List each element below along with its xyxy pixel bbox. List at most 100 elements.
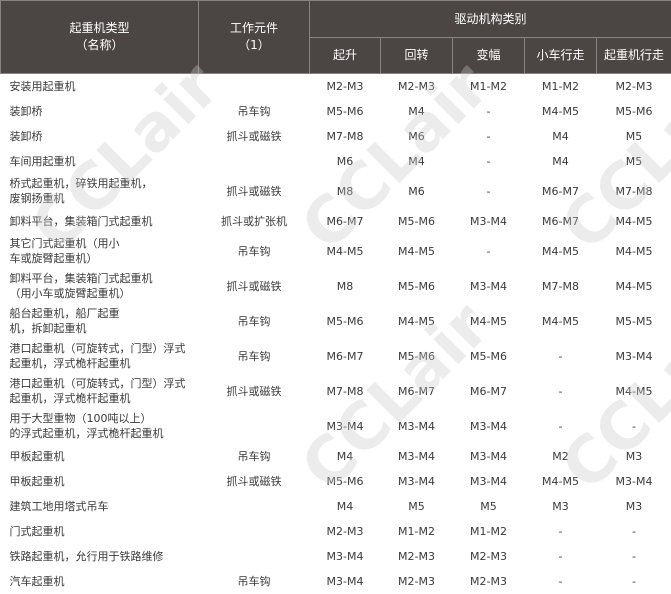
luffing-cell: M1-M2 <box>470 524 507 538</box>
working-element-cell: 抓斗或磁铁 <box>226 184 282 198</box>
crane-travel-cell: M4-M5 <box>615 244 653 258</box>
crane-type-cell: 建筑工地用塔式吊车 <box>9 499 109 513</box>
luffing-cell: M1-M2 <box>470 79 507 93</box>
crane-type-cell: 其它门式起重机（用小 车或旋臂起重机） <box>9 237 120 265</box>
working-element-cell: 吊车钩 <box>237 349 271 363</box>
luffing-cell: M3-M4 <box>470 449 507 463</box>
trolley-travel-cell: M4 <box>552 129 569 143</box>
working-element-cell <box>199 544 310 569</box>
hoist-cell: M6-M7 <box>326 214 364 228</box>
crane-type-cell: 甲板起重机 <box>9 474 65 488</box>
trolley-travel-cell: - <box>558 419 563 433</box>
slew-cell: M2-M3 <box>398 79 435 93</box>
slew-cell: M2-M3 <box>398 549 435 563</box>
working-element-cell <box>199 519 310 544</box>
working-element-cell: 吊车钩 <box>237 574 271 588</box>
trolley-travel-cell: - <box>558 524 563 538</box>
trolley-travel-cell: M6-M7 <box>542 184 579 198</box>
crane-travel-cell: M4-M5 <box>615 384 653 398</box>
hoist-cell: M5-M6 <box>326 314 364 328</box>
hoist-cell: M3-M4 <box>326 574 364 588</box>
crane-type-cell: 甲板起重机 <box>9 449 65 463</box>
crane-travel-cell: M4-M5 <box>615 279 653 293</box>
crane-type-cell: 安装用起重机 <box>9 79 76 93</box>
crane-travel-cell: M3 <box>625 449 643 463</box>
luffing-cell: - <box>486 184 491 198</box>
crane-type-cell: 港口起重机（可旋转式，门型）浮式 起重机，浮式桅杆起重机 <box>9 377 186 405</box>
hoist-cell: M4 <box>336 449 354 463</box>
header-hoist: 起升 <box>309 37 381 74</box>
hoist-cell: M4 <box>336 499 354 513</box>
table-row: 港口起重机（可旋转式，门型）浮式 起重机，浮式桅杆起重机 吊车钩 M6-M7 M5-M6… <box>1 339 671 374</box>
luffing-cell: - <box>486 244 491 258</box>
trolley-travel-cell: M2 <box>552 449 569 463</box>
luffing-cell: M4-M5 <box>470 314 507 328</box>
table-row: 船台起重机，船厂起重 机，拆卸起重机 吊车钩 M5-M6 M4-M5 M4-M5 M4-M5… <box>1 304 671 339</box>
working-element-cell: 吊车钩 <box>237 104 271 118</box>
slew-cell: M5 <box>408 499 425 513</box>
trolley-travel-cell: M4-M5 <box>542 104 579 118</box>
slew-cell: M5-M6 <box>398 349 435 363</box>
working-element-cell <box>199 74 310 99</box>
crane-travel-cell: M3 <box>625 499 643 513</box>
crane-travel-cell: - <box>632 574 637 588</box>
crane-travel-cell: M5 <box>625 129 643 143</box>
table-row: 其它门式起重机（用小 车或旋臂起重机） 吊车钩 M4-M5 M4-M5 - M4-M5 M4-… <box>1 234 671 269</box>
hoist-cell: M8 <box>336 184 354 198</box>
crane-type-cell: 桥式起重机，碎铁用起重机， 废钢扬重机 <box>9 177 153 205</box>
crane-type-cell: 卸料平台，集装箱门式起重机 <box>9 214 153 228</box>
slew-cell: M2-M3 <box>398 574 435 588</box>
luffing-cell: - <box>486 129 491 143</box>
luffing-cell: - <box>486 104 491 118</box>
crane-travel-cell: - <box>632 549 637 563</box>
crane-type-cell: 汽车起重机 <box>9 574 65 588</box>
header-trolley-travel: 小车行走 <box>524 37 597 74</box>
crane-type-cell: 铁路起重机，允行用于铁路维修 <box>9 549 164 563</box>
luffing-cell: M3-M4 <box>470 279 507 293</box>
working-element-cell: 抓斗或磁铁 <box>226 129 282 143</box>
crane-type-cell: 装卸桥 <box>9 129 43 143</box>
crane-travel-cell: M3-M4 <box>615 349 653 363</box>
crane-travel-cell: M5-M5 <box>615 314 653 328</box>
slew-cell: M4 <box>408 154 425 168</box>
header-working-element: 工作元件 （1） <box>198 0 310 74</box>
trolley-travel-cell: - <box>558 384 563 398</box>
table-row: 甲板起重机 吊车钩 M4 M3-M4 M3-M4 M2 M3 <box>1 444 671 469</box>
working-element-cell: 抓斗或磁铁 <box>226 384 282 398</box>
slew-cell: M6 <box>408 184 425 198</box>
working-element-cell: 吊车钩 <box>237 244 271 258</box>
crane-travel-cell: - <box>632 419 637 433</box>
crane-travel-cell: M3-M4 <box>615 474 653 488</box>
table-row: 建筑工地用塔式吊车 M4 M5 M5 M3 M3 <box>1 494 671 519</box>
luffing-cell: M3-M4 <box>470 419 507 433</box>
working-element-cell: 抓斗或扩张机 <box>221 214 287 228</box>
luffing-cell: M6-M7 <box>470 384 507 398</box>
trolley-travel-cell: M7-M8 <box>542 279 579 293</box>
slew-cell: M1-M2 <box>398 524 435 538</box>
header-luffing: 变幅 <box>452 37 525 74</box>
working-element-cell <box>199 494 310 519</box>
hoist-cell: M3-M4 <box>326 549 364 563</box>
trolley-travel-cell: - <box>558 349 563 363</box>
crane-type-cell: 用于大型重物（100吨以上） 的浮式起重机，浮式桅杆起重机 <box>9 412 164 440</box>
slew-cell: M6 <box>408 129 425 143</box>
header-drive-category: 驱动机构类别 <box>308 0 671 38</box>
luffing-cell: M2-M3 <box>470 549 507 563</box>
hoist-cell: M5-M6 <box>326 104 364 118</box>
hoist-cell: M8 <box>336 279 354 293</box>
header-slew: 回转 <box>380 37 453 74</box>
crane-travel-cell: M5 <box>625 154 643 168</box>
table-row: 卸料平台，集装箱门式起重机 抓斗或扩张机 M6-M7 M5-M6 M3-M4 M6-M7 M… <box>1 209 671 234</box>
slew-cell: M3-M4 <box>398 419 435 433</box>
slew-cell: M5-M6 <box>398 279 435 293</box>
slew-cell: M3-M4 <box>398 474 435 488</box>
table-row: 港口起重机（可旋转式，门型）浮式 起重机，浮式桅杆起重机 抓斗或磁铁 M7-M8 M6-… <box>1 374 671 409</box>
slew-cell: M6-M7 <box>398 384 435 398</box>
hoist-cell: M7-M8 <box>326 384 364 398</box>
hoist-cell: M4-M5 <box>326 244 364 258</box>
crane-type-cell: 卸料平台，集装箱门式起重机 （用小车或旋臂起重机） <box>9 272 153 300</box>
slew-cell: M4 <box>408 104 425 118</box>
crane-travel-cell: M7-M8 <box>615 184 653 198</box>
luffing-cell: M3-M4 <box>470 214 507 228</box>
